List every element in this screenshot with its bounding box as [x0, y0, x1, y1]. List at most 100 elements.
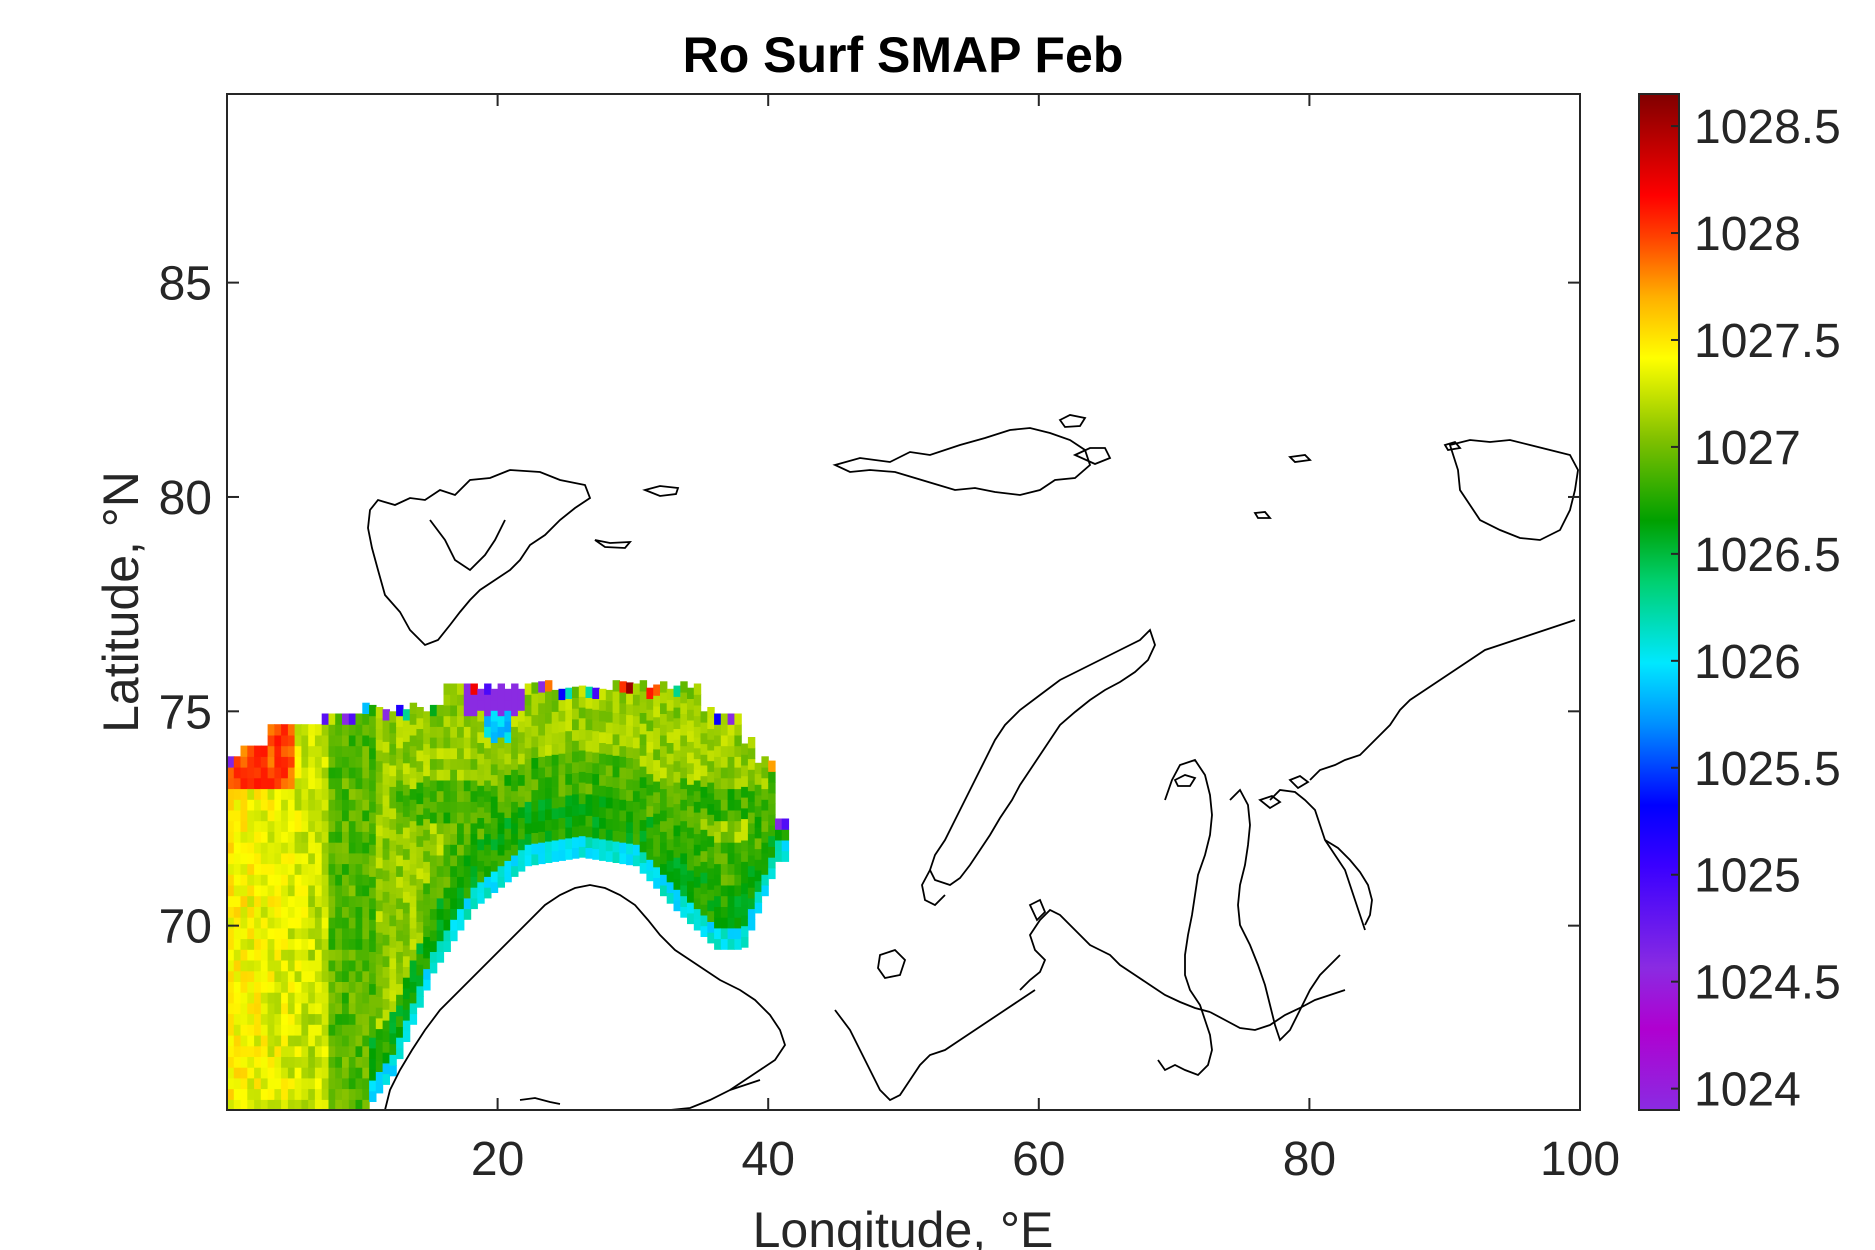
- heatmap-cell: [308, 745, 316, 757]
- heatmap-cell: [287, 767, 296, 779]
- heatmap-cell: [524, 737, 533, 749]
- heatmap-cell: [227, 1077, 235, 1090]
- heatmap-cell: [504, 731, 512, 743]
- heatmap-cell: [409, 874, 418, 886]
- y-tick-label: 75: [159, 686, 212, 739]
- heatmap-cell: [342, 1077, 350, 1090]
- heatmap-cell: [565, 805, 573, 817]
- heatmap-cell: [308, 1013, 316, 1025]
- heatmap-cell: [578, 803, 587, 815]
- heatmap-cell: [328, 734, 336, 747]
- heatmap-cell: [551, 786, 560, 798]
- heatmap-cell: [355, 1002, 363, 1015]
- heatmap-cell: [707, 739, 715, 751]
- heatmap-cell: [348, 1099, 357, 1110]
- heatmap-cell: [247, 917, 255, 929]
- heatmap-cell: [375, 953, 384, 965]
- heatmap-cell: [389, 1011, 397, 1023]
- heatmap-cell: [342, 1035, 350, 1047]
- heatmap-cell: [646, 773, 654, 785]
- heatmap-cell: [274, 767, 282, 779]
- heatmap-cell: [423, 743, 431, 755]
- heatmap-cell: [484, 758, 492, 770]
- heatmap-cell: [369, 865, 377, 877]
- heatmap-cell: [511, 865, 519, 877]
- heatmap-cell: [639, 766, 648, 778]
- coastline-island-1: [642, 485, 680, 497]
- heatmap-cell: [281, 1056, 289, 1068]
- heatmap-cell: [517, 742, 526, 754]
- heatmap-cell: [450, 876, 458, 888]
- heatmap-cell: [369, 844, 377, 856]
- heatmap-cell: [545, 680, 553, 692]
- heatmap-cell: [660, 777, 668, 790]
- heatmap-cell: [321, 724, 330, 736]
- heatmap-cell: [693, 876, 702, 888]
- heatmap-cell: [369, 1005, 377, 1017]
- heatmap-cell: [423, 968, 431, 980]
- heatmap-cell: [247, 852, 255, 865]
- heatmap-cell: [545, 744, 553, 756]
- heatmap-cell: [287, 734, 296, 747]
- heatmap-cell: [287, 949, 296, 961]
- heatmap-cell: [362, 1056, 370, 1068]
- x-axis-label: Longitude, °E: [753, 1202, 1054, 1250]
- heatmap-cell: [707, 771, 715, 783]
- heatmap-cell: [436, 801, 445, 813]
- heatmap-cell: [599, 710, 607, 722]
- heatmap-cell: [720, 927, 729, 940]
- heatmap-cell: [409, 906, 418, 918]
- heatmap-cell: [524, 822, 533, 835]
- heatmap-cell: [768, 803, 776, 815]
- heatmap-cell: [450, 854, 458, 867]
- heatmap-cell: [227, 917, 235, 929]
- heatmap-cell: [646, 794, 654, 807]
- heatmap-cell: [382, 998, 390, 1010]
- heatmap-cell: [605, 754, 614, 766]
- heatmap-cell: [233, 970, 242, 982]
- heatmap-cell: [321, 842, 330, 854]
- heatmap-cell: [375, 910, 384, 922]
- heatmap-cell: [423, 711, 431, 723]
- heatmap-cell: [727, 938, 735, 950]
- colorbar-tick-label: 1028.5: [1694, 101, 1841, 154]
- heatmap-cell: [342, 745, 350, 757]
- heatmap-cell: [517, 774, 526, 786]
- coastline-island-2: [594, 539, 633, 549]
- heatmap-cell: [450, 715, 458, 727]
- heatmap-cell: [545, 830, 553, 842]
- heatmap-cell: [707, 814, 715, 826]
- coastline-svalbard: [367, 469, 592, 647]
- heatmap-cell: [680, 831, 688, 843]
- heatmap-cell: [666, 849, 675, 861]
- heatmap-cell: [314, 1099, 323, 1110]
- heatmap-cell: [274, 777, 282, 790]
- heatmap-cell: [781, 839, 790, 852]
- heatmap-cell: [693, 790, 702, 802]
- heatmap-cell: [254, 1035, 262, 1047]
- heatmap-cell: [287, 1088, 296, 1100]
- heatmap-cell: [626, 821, 634, 833]
- heatmap-cell: [572, 761, 580, 773]
- heatmap-cell: [308, 767, 316, 779]
- heatmap-cell: [457, 769, 465, 781]
- heatmap-cell: [375, 975, 384, 987]
- heatmap-cell: [538, 767, 546, 779]
- heatmap-cell: [632, 844, 641, 856]
- heatmap-cell: [761, 767, 769, 779]
- heatmap-cell: [572, 708, 580, 720]
- heatmap-cell: [233, 1002, 242, 1015]
- heatmap-cell: [314, 938, 323, 950]
- heatmap-cell: [741, 861, 749, 873]
- heatmap-cell: [700, 829, 708, 841]
- heatmap-cell: [314, 1013, 323, 1025]
- heatmap-cell: [308, 842, 316, 854]
- heatmap-cell: [707, 867, 715, 880]
- heatmap-cell: [308, 1024, 316, 1036]
- heatmap-cell: [680, 681, 688, 693]
- heatmap-cell: [409, 831, 418, 843]
- heatmap-cell: [281, 949, 289, 961]
- heatmap-cell: [335, 799, 343, 811]
- heatmap-cell: [348, 884, 357, 897]
- heatmap-cell: [382, 966, 390, 978]
